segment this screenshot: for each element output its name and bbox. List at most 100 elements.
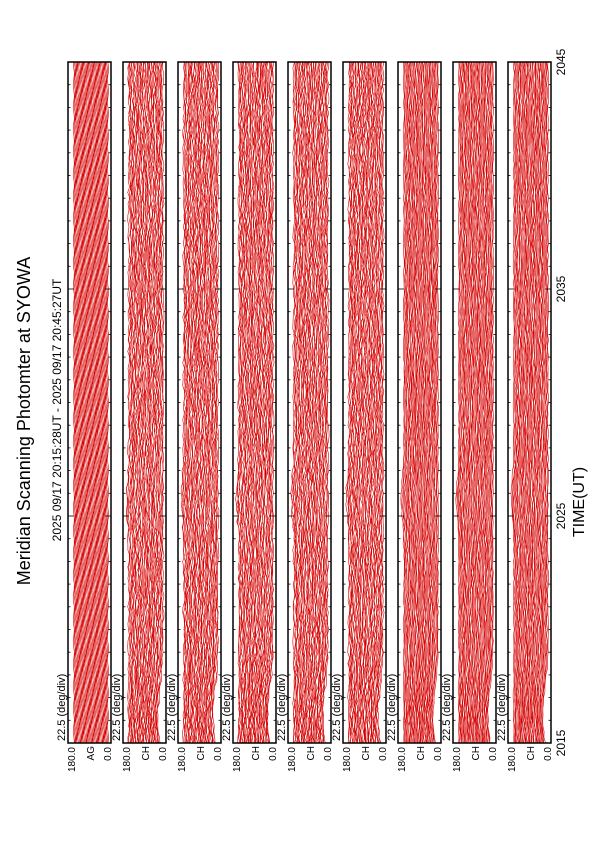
trace-line (350, 61, 356, 744)
trace-line (291, 61, 297, 744)
trace-line (485, 61, 492, 744)
trace-line (195, 61, 201, 744)
x-tick-label: 2015 (554, 729, 568, 756)
trace-line (209, 61, 216, 744)
y-tick-bottom: 0.0 (543, 747, 554, 761)
trace-line (416, 61, 421, 743)
y-tick-top: 180.0 (287, 747, 298, 772)
trace-line (78, 61, 80, 744)
trace-line (140, 61, 146, 744)
trace-line (156, 61, 164, 744)
trace-line (290, 61, 296, 744)
trace-line (106, 61, 109, 744)
trace-line (349, 61, 355, 744)
scale-label: 22.5 (deg/div) (111, 674, 123, 741)
trace-line (422, 61, 428, 744)
trace-line (100, 61, 103, 743)
trace-line (199, 61, 205, 744)
y-tick-top: 180.0 (507, 747, 518, 772)
channel-label: CH (141, 746, 152, 760)
trace-line (527, 61, 532, 744)
scale-label: 22.5 (deg/div) (386, 674, 398, 741)
trace-line (361, 61, 367, 744)
trace-line (85, 61, 88, 744)
trace-line (405, 61, 410, 744)
panel-traces (72, 61, 109, 744)
trace-line (487, 61, 494, 744)
trace-line (142, 61, 148, 744)
trace-line (529, 61, 535, 744)
trace-line (430, 61, 438, 744)
y-tick-top: 180.0 (67, 747, 78, 772)
trace-line (84, 61, 87, 743)
y-tick-bottom: 0.0 (158, 747, 169, 761)
trace-line (424, 61, 431, 744)
trace-line (475, 61, 481, 744)
trace-line (145, 61, 151, 744)
trace-line (431, 61, 439, 744)
trace-line (402, 61, 407, 744)
trace-line (203, 61, 209, 744)
trace-line (150, 61, 158, 744)
trace-line (415, 61, 419, 744)
trace-line (306, 61, 312, 744)
trace-line (242, 61, 247, 744)
channel-label: CH (306, 746, 317, 760)
trace-line (528, 61, 534, 744)
trace-line (457, 62, 462, 744)
trace-line (407, 61, 412, 744)
trace-line (475, 61, 480, 744)
panel-traces (400, 61, 439, 744)
trace-line (510, 61, 515, 744)
y-tick-bottom: 0.0 (433, 747, 444, 761)
trace-line (96, 61, 99, 744)
trace-line (145, 61, 152, 744)
trace-line (427, 61, 434, 744)
trace-line (432, 61, 439, 744)
x-tick-label: 2045 (554, 48, 568, 75)
y-tick-top: 180.0 (452, 747, 463, 772)
trace-line (155, 61, 163, 744)
trace-line (74, 61, 77, 744)
trace-line (512, 61, 517, 743)
trace-line (429, 61, 437, 744)
trace-line (528, 61, 533, 744)
trace-line (517, 61, 521, 744)
trace-line (515, 61, 520, 744)
trace-line (87, 61, 90, 744)
trace-line (351, 61, 357, 744)
trace-line (185, 61, 190, 744)
y-tick-top: 180.0 (342, 747, 353, 772)
trace-line (410, 61, 414, 744)
trace-line (78, 61, 81, 744)
trace-line (126, 61, 132, 744)
trace-line (420, 61, 425, 744)
trace-line (472, 62, 478, 743)
channel-label: CH (526, 746, 537, 760)
trace-line (140, 61, 146, 744)
panel-traces (180, 61, 220, 744)
trace-line (372, 61, 381, 744)
trace-line (360, 61, 366, 744)
trace-line (237, 61, 243, 744)
trace-line (88, 61, 91, 744)
trace-line (426, 61, 432, 744)
trace-line (407, 61, 411, 744)
trace-line (368, 61, 375, 744)
trace-line (209, 61, 217, 744)
panel-9: 180.0 0.0 CH 22.5 (deg/div) (496, 61, 554, 772)
trace-line (319, 61, 327, 744)
x-tick-labels: 2015 2025 2035 2045 (554, 48, 568, 756)
y-tick-top: 180.0 (397, 747, 408, 772)
trace-line (542, 61, 549, 744)
y-tick-top: 180.0 (177, 747, 188, 772)
trace-line (309, 61, 315, 744)
trace-line (522, 61, 527, 744)
trace-line (194, 61, 199, 743)
scale-label: 22.5 (deg/div) (221, 674, 233, 741)
trace-line (406, 61, 410, 744)
trace-line (255, 61, 262, 744)
channel-label: CH (416, 746, 427, 760)
trace-line (357, 61, 362, 744)
